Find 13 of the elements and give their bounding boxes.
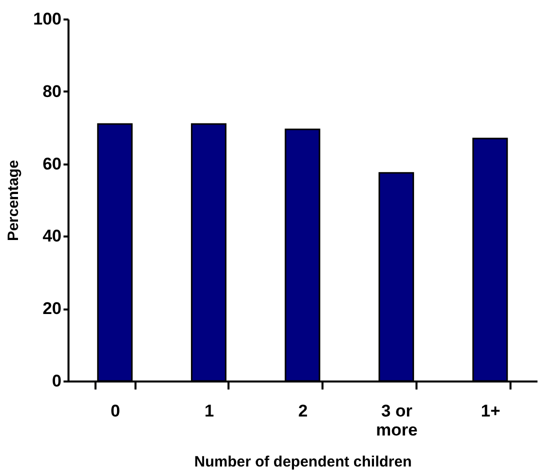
x-tick-label: 2 — [298, 402, 308, 420]
x-tick-label: 0 — [110, 402, 120, 420]
x-axis-title: Number of dependent children — [194, 454, 412, 470]
x-tick-label: 1 — [204, 402, 214, 420]
y-tick-label: 80 — [42, 82, 62, 101]
x-tick-label: 1+ — [480, 402, 500, 420]
y-tick-label: 20 — [42, 299, 62, 318]
x-tick-label: 3 or more — [376, 402, 418, 440]
y-tick-label: 0 — [52, 372, 62, 390]
y-tick-label: 100 — [33, 10, 62, 28]
y-tick-label: 40 — [42, 226, 62, 246]
y-tick-label: 60 — [42, 154, 62, 174]
y-axis-title: Percentage — [5, 160, 22, 241]
